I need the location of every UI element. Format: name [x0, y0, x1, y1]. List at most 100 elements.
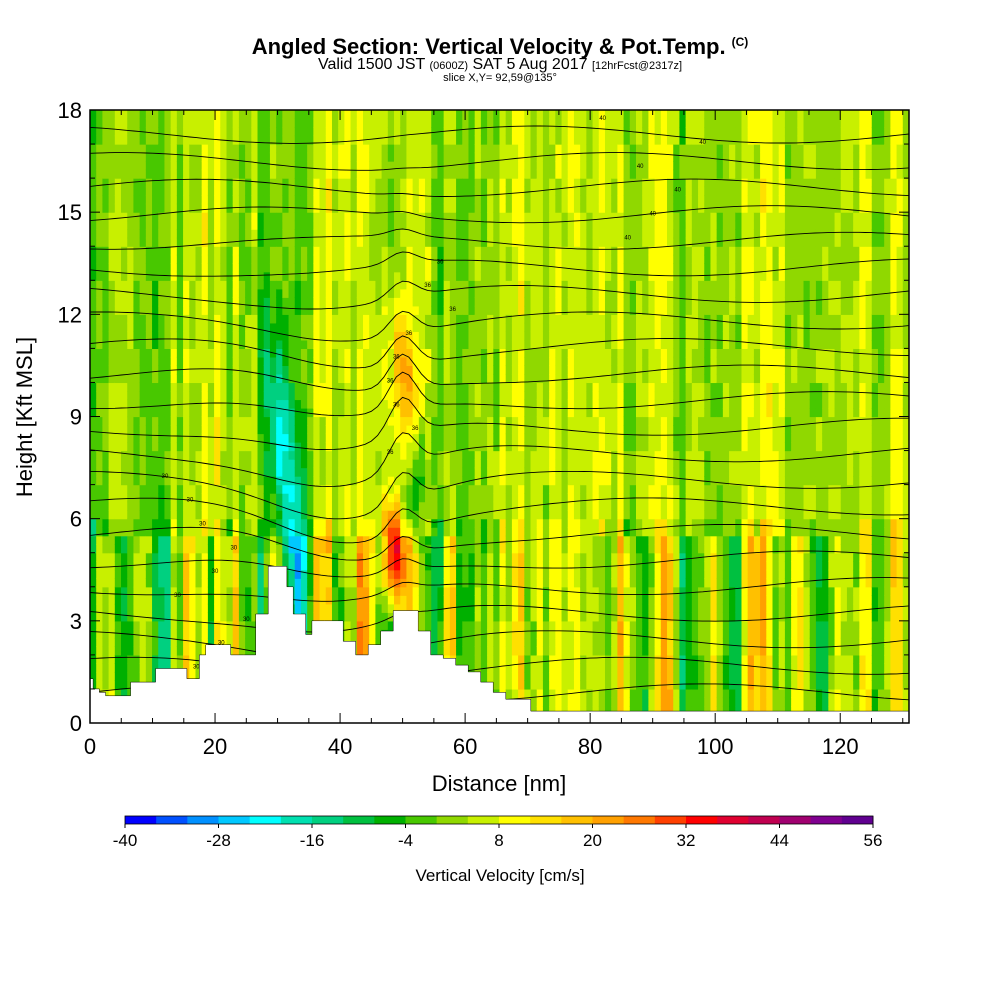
- velocity-cell: [238, 246, 246, 256]
- velocity-cell: [90, 637, 97, 647]
- velocity-cell: [133, 280, 141, 290]
- velocity-cell: [90, 390, 97, 401]
- velocity-cell: [511, 144, 519, 154]
- velocity-cell: [226, 442, 234, 452]
- velocity-cell: [152, 544, 159, 554]
- velocity-cell: [276, 365, 283, 375]
- velocity-cell: [468, 527, 476, 537]
- velocity-cell: [189, 595, 197, 605]
- velocity-cell: [282, 195, 290, 205]
- velocity-cell: [313, 373, 321, 384]
- velocity-cell: [300, 425, 308, 435]
- velocity-cell: [456, 620, 463, 630]
- velocity-cell: [394, 322, 401, 332]
- velocity-cell: [313, 595, 321, 605]
- velocity-cell: [158, 561, 166, 571]
- velocity-cell: [350, 186, 358, 196]
- velocity-cell: [189, 254, 197, 264]
- velocity-cell: [108, 305, 116, 315]
- velocity-cell: [313, 203, 321, 213]
- velocity-cell: [381, 501, 389, 511]
- velocity-cell: [257, 569, 265, 579]
- velocity-cell: [245, 271, 252, 281]
- velocity-cell: [108, 144, 116, 154]
- velocity-cell: [238, 629, 246, 639]
- velocity-cell: [344, 484, 352, 494]
- velocity-cell: [511, 373, 519, 384]
- velocity-cell: [381, 305, 389, 315]
- velocity-cell: [269, 544, 277, 554]
- velocity-cell: [158, 331, 166, 341]
- velocity-cell: [145, 356, 153, 367]
- velocity-cell: [493, 654, 501, 664]
- velocity-cell: [263, 595, 271, 605]
- velocity-cell: [499, 237, 507, 247]
- velocity-cell: [90, 535, 97, 545]
- velocity-cell: [257, 297, 265, 307]
- velocity-cell: [96, 237, 103, 247]
- velocity-cell: [145, 229, 153, 239]
- velocity-cell: [319, 322, 327, 332]
- velocity-cell: [394, 578, 401, 588]
- velocity-cell: [437, 390, 445, 401]
- velocity-cell: [499, 501, 507, 511]
- velocity-cell: [505, 620, 513, 630]
- velocity-cell: [331, 476, 339, 486]
- velocity-cell: [499, 493, 507, 503]
- velocity-cell: [195, 476, 203, 486]
- velocity-cell: [369, 118, 376, 128]
- velocity-cell: [400, 586, 408, 596]
- velocity-cell: [474, 493, 482, 503]
- velocity-cell: [145, 135, 153, 145]
- velocity-cell: [412, 433, 420, 443]
- velocity-cell: [300, 433, 308, 443]
- velocity-cell: [387, 586, 395, 596]
- velocity-cell: [102, 510, 110, 520]
- velocity-cell: [170, 305, 178, 315]
- velocity-cell: [406, 544, 414, 554]
- velocity-cell: [207, 569, 215, 579]
- velocity-cell: [518, 569, 525, 579]
- velocity-cell: [121, 297, 128, 307]
- velocity-cell: [474, 663, 482, 673]
- velocity-cell: [108, 527, 116, 537]
- velocity-cell: [214, 212, 221, 222]
- velocity-cell: [331, 365, 339, 375]
- velocity-cell: [288, 305, 296, 315]
- velocity-cell: [226, 305, 234, 315]
- velocity-cell: [474, 629, 482, 639]
- velocity-cell: [350, 442, 358, 452]
- velocity-cell: [121, 484, 128, 494]
- velocity-cell: [511, 356, 519, 367]
- velocity-cell: [462, 203, 470, 213]
- velocity-cell: [90, 280, 97, 290]
- velocity-cell: [158, 433, 166, 443]
- velocity-cell: [462, 195, 470, 205]
- velocity-cell: [102, 373, 110, 384]
- velocity-cell: [170, 331, 178, 341]
- velocity-cell: [394, 348, 401, 358]
- velocity-cell: [344, 246, 352, 256]
- velocity-cell: [164, 195, 172, 205]
- velocity-cell: [282, 373, 290, 384]
- velocity-cell: [387, 144, 395, 154]
- velocity-cell: [214, 433, 221, 443]
- velocity-cell: [325, 390, 333, 401]
- velocity-cell: [238, 552, 246, 562]
- velocity-cell: [139, 305, 147, 315]
- velocity-cell: [474, 297, 482, 307]
- velocity-cell: [102, 586, 110, 596]
- velocity-cell: [269, 280, 277, 290]
- velocity-cell: [325, 186, 333, 196]
- velocity-cell: [431, 399, 439, 409]
- velocity-cell: [133, 433, 141, 443]
- velocity-cell: [145, 339, 153, 349]
- velocity-cell: [145, 450, 153, 460]
- velocity-cell: [406, 390, 414, 401]
- velocity-cell: [369, 263, 376, 273]
- velocity-cell: [369, 356, 376, 367]
- velocity-cell: [195, 254, 203, 264]
- velocity-cell: [487, 459, 494, 469]
- velocity-cell: [487, 331, 494, 341]
- velocity-cell: [201, 288, 209, 298]
